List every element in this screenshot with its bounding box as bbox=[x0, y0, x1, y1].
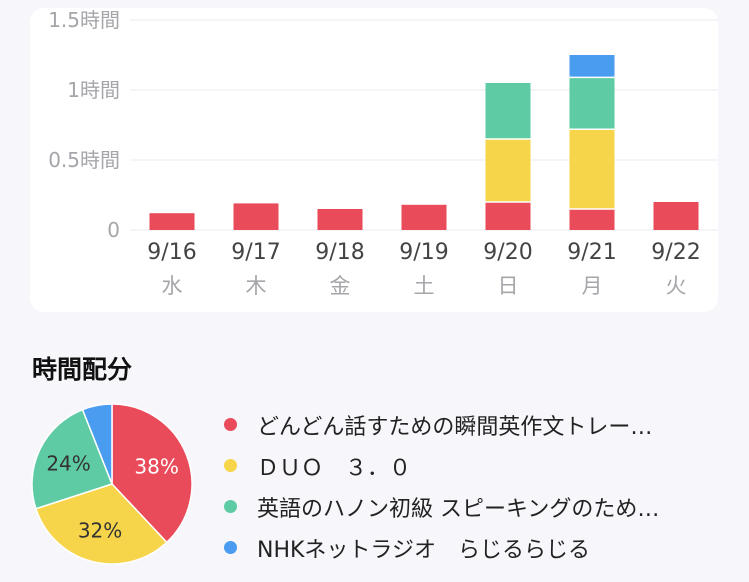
bar-segment bbox=[569, 129, 615, 209]
legend-dot bbox=[224, 459, 237, 472]
pie-legend: どんどん話すための瞬間英作文トレー… ＤＵＯ ３．０ 英語のハノン初級 スピーキ… bbox=[224, 404, 744, 568]
pie-percent-label: 24% bbox=[46, 452, 90, 476]
legend-dot bbox=[224, 418, 237, 431]
pie-percent-label: 32% bbox=[78, 518, 122, 542]
x-date-label: 9/18 bbox=[315, 240, 364, 265]
x-weekday-label: 月 bbox=[582, 274, 603, 298]
x-weekday-label: 木 bbox=[246, 274, 267, 298]
bar-segment bbox=[317, 209, 363, 230]
bar-segment bbox=[569, 209, 615, 230]
pie-slice bbox=[81, 403, 113, 485]
bar-segment bbox=[233, 203, 279, 230]
legend-label: NHKネットラジオ らじるらじる bbox=[257, 537, 590, 563]
pie-slice bbox=[111, 403, 193, 544]
legend-label: どんどん話すための瞬間英作文トレー… bbox=[257, 414, 653, 440]
x-date-label: 9/22 bbox=[651, 240, 700, 265]
bar-segment bbox=[401, 204, 447, 230]
x-date-label: 9/20 bbox=[483, 240, 532, 265]
x-date-label: 9/21 bbox=[567, 240, 616, 265]
legend-item: ＤＵＯ ３．０ bbox=[224, 445, 744, 486]
x-weekday-label: 金 bbox=[330, 274, 351, 298]
bar-segment bbox=[149, 213, 195, 230]
x-weekday-label: 土 bbox=[414, 274, 435, 298]
bar-segment bbox=[653, 202, 699, 230]
x-weekday-label: 水 bbox=[162, 274, 183, 298]
pie-percent-label: 38% bbox=[134, 454, 178, 478]
x-date-label: 9/19 bbox=[399, 240, 448, 265]
y-tick-label: 0.5時間 bbox=[48, 148, 120, 172]
pie-slice bbox=[34, 483, 168, 565]
bar-segment bbox=[485, 202, 531, 230]
bar-segment bbox=[485, 139, 531, 202]
legend-label: ＤＵＯ ３．０ bbox=[257, 455, 412, 481]
pie-chart-title: 時間配分 bbox=[32, 355, 133, 384]
bar-segment bbox=[569, 77, 615, 130]
x-weekday-label: 日 bbox=[498, 274, 519, 298]
x-date-label: 9/16 bbox=[147, 240, 196, 265]
legend-item: どんどん話すための瞬間英作文トレー… bbox=[224, 404, 744, 445]
pie-chart-svg: 38% 32% 24% bbox=[31, 403, 193, 565]
stacked-bar-chart: 0 0.5時間 1時間 1.5時間 9/16 水 9/17 木 9/18 金 9/19 土 9/20 日 9… bbox=[30, 8, 718, 312]
y-tick-label: 0 bbox=[107, 218, 120, 242]
bar-chart-svg: 0 0.5時間 1時間 1.5時間 9/16 水 9/17 木 9/18 金 9/19 土 9/20 日 9… bbox=[48, 8, 718, 298]
x-date-label: 9/17 bbox=[231, 240, 280, 265]
bar-segment bbox=[485, 83, 531, 139]
y-tick-label: 1.5時間 bbox=[48, 8, 120, 32]
legend-dot bbox=[224, 541, 237, 554]
x-weekday-label: 火 bbox=[666, 274, 687, 298]
legend-dot bbox=[224, 500, 237, 513]
bar-segment bbox=[569, 55, 615, 78]
legend-label: 英語のハノン初級 スピーキングのため… bbox=[257, 496, 660, 522]
legend-item: NHKネットラジオ らじるらじる bbox=[224, 527, 744, 568]
legend-item: 英語のハノン初級 スピーキングのため… bbox=[224, 486, 744, 527]
y-tick-label: 1時間 bbox=[67, 78, 120, 102]
